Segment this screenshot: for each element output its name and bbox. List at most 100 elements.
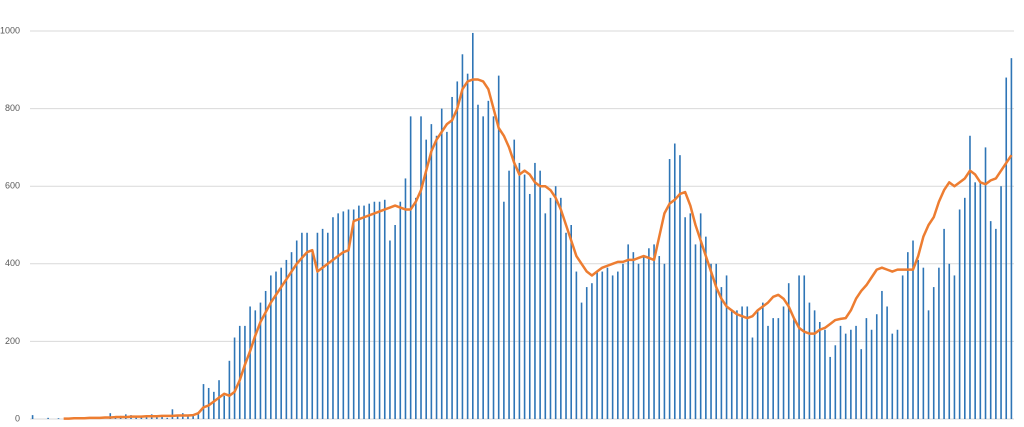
bar	[777, 318, 780, 419]
bar	[803, 275, 806, 419]
bar	[259, 302, 262, 419]
bar	[736, 310, 738, 419]
bar	[813, 310, 816, 419]
bar	[730, 310, 733, 419]
bar	[653, 244, 655, 419]
bar	[932, 287, 935, 419]
bar	[725, 275, 728, 419]
bar	[446, 131, 448, 419]
bar	[787, 283, 790, 419]
bar	[865, 318, 868, 419]
bar	[860, 349, 863, 419]
bar	[420, 116, 422, 420]
bar	[969, 135, 971, 419]
bar	[31, 415, 34, 419]
bar	[668, 159, 671, 420]
bar	[378, 201, 381, 419]
bar	[694, 244, 697, 419]
bar	[549, 197, 552, 419]
bar	[829, 356, 831, 419]
bar	[622, 263, 624, 419]
bar	[782, 306, 785, 419]
bar	[989, 221, 992, 419]
bar	[891, 333, 894, 419]
bar	[943, 228, 945, 419]
bar	[456, 81, 459, 419]
bar	[337, 213, 339, 419]
bar	[440, 108, 443, 419]
bar	[171, 409, 174, 419]
bar	[399, 201, 402, 419]
bar	[964, 197, 966, 419]
bar	[684, 217, 686, 419]
bar	[570, 225, 572, 419]
bar	[648, 248, 650, 419]
bar	[482, 116, 484, 420]
bar	[233, 337, 236, 419]
bar	[539, 170, 541, 419]
bar	[207, 387, 210, 419]
bar	[213, 391, 215, 419]
bar	[394, 225, 396, 419]
bar	[487, 100, 490, 419]
bar	[767, 325, 769, 419]
bar	[435, 135, 438, 419]
bar	[513, 139, 516, 419]
bar	[544, 213, 547, 419]
bar	[715, 263, 718, 419]
bar	[425, 139, 427, 419]
bar	[347, 209, 350, 419]
bar	[202, 384, 205, 419]
bar	[326, 232, 329, 419]
bar	[793, 318, 795, 419]
bar	[850, 329, 852, 419]
y-tick-label: 200	[5, 336, 20, 346]
bar	[673, 143, 676, 419]
bar	[285, 259, 288, 419]
bar	[472, 32, 474, 419]
bar	[762, 302, 764, 419]
bar	[508, 170, 510, 419]
bar	[321, 228, 324, 419]
bar	[637, 263, 640, 419]
bar	[228, 360, 231, 419]
bar	[875, 314, 878, 419]
bar	[632, 252, 635, 419]
bar	[606, 267, 609, 419]
bar	[197, 414, 200, 419]
bar	[166, 417, 169, 419]
bar	[368, 203, 371, 419]
bar	[47, 417, 49, 419]
bar	[741, 306, 743, 419]
bar	[275, 271, 277, 419]
bar	[332, 217, 334, 419]
bar	[238, 325, 241, 419]
bar	[689, 213, 692, 419]
bar	[503, 201, 505, 419]
bar	[218, 380, 220, 419]
bar	[404, 178, 407, 419]
bar	[824, 329, 826, 419]
bar	[679, 155, 681, 419]
bar	[270, 275, 272, 419]
bar	[264, 290, 267, 419]
bar	[585, 287, 588, 419]
bar	[751, 337, 754, 419]
bar	[617, 271, 619, 419]
bar	[358, 205, 360, 419]
bar	[611, 275, 614, 419]
bar	[974, 182, 976, 419]
bar	[352, 209, 355, 419]
bar	[580, 302, 583, 419]
bar	[373, 201, 376, 419]
bar	[912, 240, 914, 419]
bar	[995, 228, 997, 419]
moving-average-line	[63, 78, 1013, 420]
bar	[145, 417, 148, 419]
bar	[497, 75, 500, 420]
bar	[477, 104, 479, 419]
bar	[528, 193, 531, 419]
y-tick-label: 1000	[0, 25, 20, 35]
